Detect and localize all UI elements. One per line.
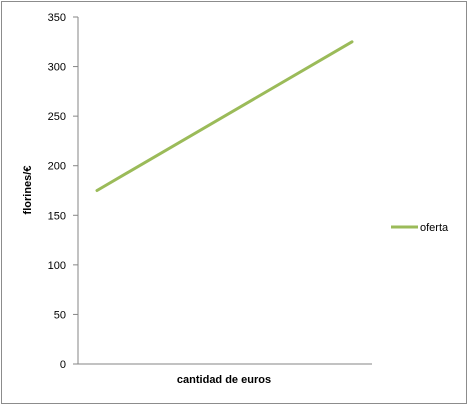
y-tick-label: 200 (48, 161, 66, 173)
y-tick-label: 150 (48, 210, 66, 222)
y-tick-label: 350 (48, 12, 66, 24)
legend: oferta (391, 222, 449, 234)
y-tick-label: 100 (48, 260, 66, 272)
legend-label-oferta: oferta (420, 222, 449, 234)
y-tick-label: 0 (60, 359, 66, 371)
y-axis-title: florines/€ (22, 166, 34, 215)
y-tick-label: 50 (54, 309, 66, 321)
series-group (95, 40, 354, 192)
series-line-oferta (95, 40, 354, 192)
y-tick-label: 250 (48, 111, 66, 123)
y-axis-ticks: 0 50 100 150 200 250 300 350 (48, 12, 78, 371)
y-tick-label: 300 (48, 62, 66, 74)
x-axis-title: cantidad de euros (177, 374, 271, 386)
